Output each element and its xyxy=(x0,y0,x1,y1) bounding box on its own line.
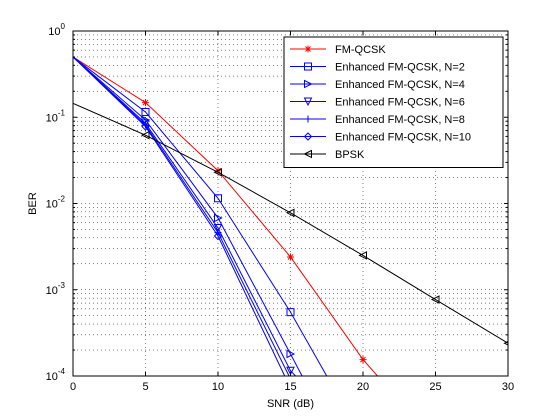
legend-item: Enhanced FM-QCSK, N=6 xyxy=(290,97,465,109)
y-tick-label: 100 xyxy=(48,22,65,38)
y-tick-label: 10-1 xyxy=(46,108,66,124)
x-axis-label: SNR (dB) xyxy=(267,398,314,410)
legend-label: Enhanced FM-QCSK, N=6 xyxy=(335,97,465,109)
data-point xyxy=(214,213,223,223)
data-point xyxy=(286,349,296,359)
data-point xyxy=(140,130,150,140)
legend-marker xyxy=(303,149,312,159)
legend: FM-QCSK Enhanced FM-QCSK, N=2 Enhanced FM-… xyxy=(283,36,504,168)
legend-label: FM-QCSK xyxy=(335,44,386,56)
data-point xyxy=(141,122,150,131)
data-point xyxy=(213,231,223,241)
data-point xyxy=(430,295,440,304)
legend-label: Enhanced FM-QCSK, N=4 xyxy=(335,79,465,91)
x-tick-label: 10 xyxy=(212,381,224,393)
x-tick-label: 5 xyxy=(142,381,148,393)
data-point xyxy=(213,223,223,233)
series-line xyxy=(73,56,290,376)
tick-labels: 0 5 10 15 20 25 30 10-4 10-3 10-2 10-1 100 xyxy=(46,22,515,393)
legend-marker xyxy=(303,132,313,141)
y-tick-label: 10-2 xyxy=(46,195,66,211)
series-line xyxy=(73,56,296,376)
data-point xyxy=(286,308,295,317)
legend-marker xyxy=(303,97,313,107)
legend-marker xyxy=(304,115,312,123)
data-point xyxy=(214,194,222,203)
x-tick-label: 15 xyxy=(284,381,296,393)
data-point xyxy=(142,99,149,107)
data-point xyxy=(359,356,367,364)
data-point xyxy=(141,108,150,117)
data-point xyxy=(213,167,222,177)
x-tick-label: 0 xyxy=(70,381,76,393)
y-tick-label: 10-4 xyxy=(46,367,66,383)
series-line xyxy=(73,102,508,344)
series-line xyxy=(73,56,378,376)
series-line xyxy=(73,56,286,376)
series-6 xyxy=(73,102,508,346)
legend-marker xyxy=(304,45,312,53)
legend-label: BPSK xyxy=(335,149,365,161)
legend-item: BPSK xyxy=(290,149,365,161)
x-tick-label: 25 xyxy=(429,381,441,393)
series-line xyxy=(73,56,303,376)
legend-item: Enhanced FM-QCSK, N=2 xyxy=(290,62,465,74)
series-line xyxy=(73,56,328,376)
x-tick-label: 30 xyxy=(502,381,514,393)
x-tick-label: 20 xyxy=(357,381,369,393)
axis-ticks xyxy=(72,31,509,376)
y-tick-label: 10-3 xyxy=(46,281,66,297)
legend-marker xyxy=(304,62,312,71)
legend-label: Enhanced FM-QCSK, N=10 xyxy=(335,132,471,144)
data-point xyxy=(285,208,295,218)
legend-label: Enhanced FM-QCSK, N=8 xyxy=(335,114,465,126)
data-point xyxy=(287,253,294,261)
data-point xyxy=(358,251,367,260)
legend-label: Enhanced FM-QCSK, N=2 xyxy=(335,62,465,74)
legend-item: Enhanced FM-QCSK, N=4 xyxy=(290,79,465,91)
legend-item: Enhanced FM-QCSK, N=8 xyxy=(290,114,465,126)
series-group xyxy=(73,56,508,376)
series-0 xyxy=(73,56,378,376)
series-1 xyxy=(73,56,328,376)
legend-box xyxy=(283,36,504,168)
legend-item: FM-QCSK xyxy=(290,44,386,56)
data-point xyxy=(286,366,295,376)
legend-marker xyxy=(304,79,313,89)
series-5 xyxy=(73,56,286,376)
legend-item: Enhanced FM-QCSK, N=10 xyxy=(290,132,471,144)
y-axis-label: BER xyxy=(27,192,39,215)
